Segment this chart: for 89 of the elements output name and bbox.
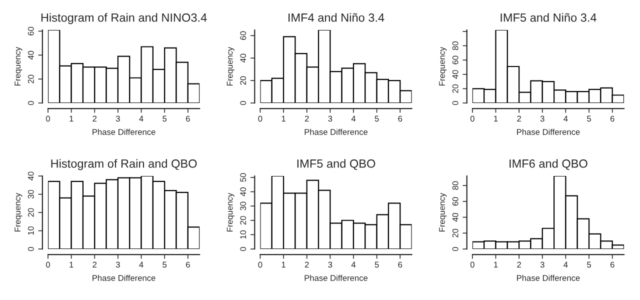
y-axis-title: Frequency — [226, 46, 234, 86]
y-tick-label: 30 — [240, 202, 246, 210]
x-tick-label: 4 — [351, 262, 356, 268]
x-tick-label: 6 — [186, 262, 190, 268]
y-axis-title: Frequency — [14, 192, 22, 232]
y-tick-label: 20 — [28, 74, 34, 84]
x-axis-title: Phase Difference — [304, 128, 368, 135]
y-tick-label: 40 — [28, 172, 34, 180]
x-axis-title: Phase Difference — [92, 274, 156, 281]
x-tick-label: 0 — [470, 116, 474, 122]
y-tick-label: 60 — [28, 26, 34, 36]
x-tick-label: 5 — [587, 262, 591, 268]
y-axis-title: Frequency — [14, 46, 22, 86]
x-tick-label: 6 — [186, 116, 190, 122]
x-axis-title: Phase Difference — [304, 274, 368, 281]
x-tick-label: 3 — [540, 116, 544, 122]
x-tick-label: 2 — [304, 262, 309, 268]
y-tick-label: 0 — [452, 247, 458, 251]
x-tick-label: 5 — [162, 116, 167, 122]
x-tick-label: 2 — [92, 116, 97, 122]
y-tick-label: 40 — [28, 50, 34, 60]
x-tick-label: 4 — [351, 116, 356, 122]
y-tick-label: 0 — [28, 101, 34, 105]
x-tick-label: 5 — [374, 116, 379, 122]
x-tick-label: 2 — [92, 262, 97, 268]
y-tick-label: 60 — [452, 197, 458, 206]
x-tick-label: 4 — [564, 262, 568, 268]
x-tick-label: 1 — [494, 262, 498, 268]
y-tick-label: 40 — [240, 54, 246, 63]
x-tick-label: 6 — [610, 262, 614, 268]
y-tick-label: 20 — [452, 84, 458, 93]
chart-title: IMF4 and Niño 3.4 — [288, 13, 384, 22]
y-axis-title: Frequency — [439, 46, 447, 86]
x-tick-label: 3 — [540, 262, 544, 268]
x-tick-label: 5 — [374, 262, 379, 268]
x-tick-label: 0 — [470, 262, 474, 268]
x-tick-label: 6 — [398, 262, 402, 268]
x-axis-title: Phase Difference — [92, 128, 156, 135]
x-tick-label: 0 — [46, 116, 50, 122]
x-tick-label: 1 — [70, 262, 74, 268]
x-tick-label: 3 — [116, 116, 120, 122]
y-tick-label: 10 — [240, 230, 246, 239]
x-tick-label: 4 — [564, 116, 568, 122]
x-tick-label: 0 — [258, 262, 262, 268]
chart-title: IMF5 and QBO — [297, 159, 376, 170]
x-tick-label: 3 — [116, 262, 120, 268]
y-tick-label: 0 — [240, 247, 246, 251]
y-axis-title: Frequency — [226, 192, 234, 232]
x-tick-label: 5 — [587, 116, 591, 122]
y-tick-label: 80 — [452, 181, 458, 190]
x-tick-label: 3 — [328, 116, 332, 122]
x-axis-title: Phase Difference — [517, 128, 580, 135]
y-tick-label: 20 — [240, 76, 246, 85]
x-tick-label: 4 — [139, 116, 144, 122]
y-tick-label: 60 — [240, 31, 246, 40]
y-tick-label: 0 — [452, 101, 458, 105]
y-tick-label: 10 — [28, 226, 34, 235]
y-tick-label: 60 — [452, 56, 458, 64]
y-tick-label: 20 — [28, 208, 34, 217]
y-tick-label: 80 — [452, 41, 458, 50]
y-tick-label: 0 — [28, 247, 34, 251]
x-tick-label: 1 — [494, 116, 498, 122]
x-tick-label: 3 — [328, 262, 332, 268]
x-tick-label: 2 — [517, 116, 521, 122]
chart-title: Histogram of Rain and NINO3.4 — [41, 13, 207, 24]
y-tick-label: 0 — [240, 101, 246, 105]
y-tick-label: 50 — [240, 173, 246, 182]
x-tick-label: 6 — [398, 116, 402, 122]
x-tick-label: 5 — [162, 262, 167, 268]
y-tick-label: 20 — [240, 216, 246, 225]
x-tick-label: 1 — [282, 262, 286, 268]
y-tick-label: 20 — [452, 228, 458, 238]
x-tick-label: 6 — [610, 116, 614, 122]
y-axis-title: Frequency — [439, 192, 447, 232]
x-tick-label: 1 — [282, 116, 286, 122]
x-tick-label: 4 — [139, 262, 144, 268]
x-tick-label: 2 — [517, 262, 521, 268]
x-tick-label: 0 — [258, 116, 262, 122]
y-tick-label: 40 — [240, 187, 246, 196]
x-tick-label: 2 — [304, 116, 309, 122]
y-tick-label: 30 — [28, 190, 34, 199]
y-tick-label: 40 — [452, 212, 458, 222]
x-axis-title: Phase Difference — [517, 274, 580, 281]
chart-title: Histogram of Rain and QBO — [51, 159, 197, 170]
chart-title: IMF6 and QBO — [510, 159, 588, 170]
chart-title: IMF5 and Niño 3.4 — [500, 13, 596, 22]
x-tick-label: 0 — [46, 262, 50, 268]
x-tick-label: 1 — [70, 116, 74, 122]
y-tick-label: 40 — [452, 70, 458, 79]
